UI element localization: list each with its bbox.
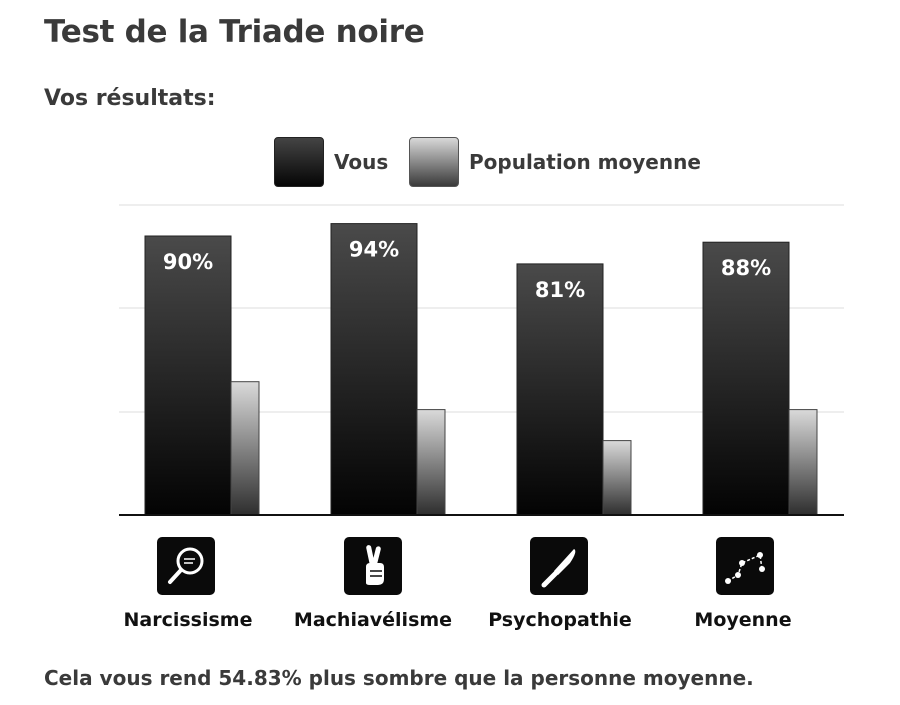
legend-label-you: Vous: [334, 150, 389, 174]
knife-icon: [530, 537, 588, 595]
value-label-psychopathie: 81%: [535, 278, 585, 302]
bar-chart: 90% 94% 81% 88%: [119, 204, 844, 516]
page-title: Test de la Triade noire: [44, 14, 425, 50]
results-heading: Vos résultats:: [44, 86, 216, 111]
legend-label-population: Population moyenne: [469, 150, 701, 174]
bar-vous-moyenne: [702, 241, 790, 516]
bar-population-psychopathie: [602, 440, 632, 516]
graph-icon: [716, 537, 774, 595]
crossed-fingers-icon: [344, 537, 402, 595]
category-label-psychopathie: Psychopathie: [488, 609, 632, 631]
value-label-narcissisme: 90%: [163, 250, 213, 274]
legend-item-you: Vous: [274, 137, 388, 187]
legend-item-population: Population moyenne: [409, 137, 701, 187]
bar-vous-machiavelisme: [330, 223, 418, 516]
bars: 90% 94% 81% 88%: [144, 223, 818, 516]
category-label-moyenne: Moyenne: [694, 609, 792, 631]
value-label-machiavelisme: 94%: [349, 238, 399, 262]
bar-population-narcissisme: [230, 381, 260, 516]
category-label-narcissisme: Narcissisme: [123, 609, 253, 631]
magnifier-icon: [157, 537, 215, 595]
result-summary: Cela vous rend 54.83% plus sombre que la…: [44, 666, 754, 690]
bar-vous-psychopathie: [516, 263, 604, 516]
category-label-machiavelisme: Machiavélisme: [293, 609, 453, 631]
value-label-moyenne: 88%: [721, 256, 771, 280]
bar-vous-narcissisme: [144, 235, 232, 516]
chart-legend: Vous Population moyenne: [0, 137, 900, 189]
bar-population-machiavelisme: [416, 409, 446, 516]
bar-population-moyenne: [788, 409, 818, 516]
legend-swatch-population: [409, 137, 459, 187]
legend-swatch-you: [274, 137, 324, 187]
